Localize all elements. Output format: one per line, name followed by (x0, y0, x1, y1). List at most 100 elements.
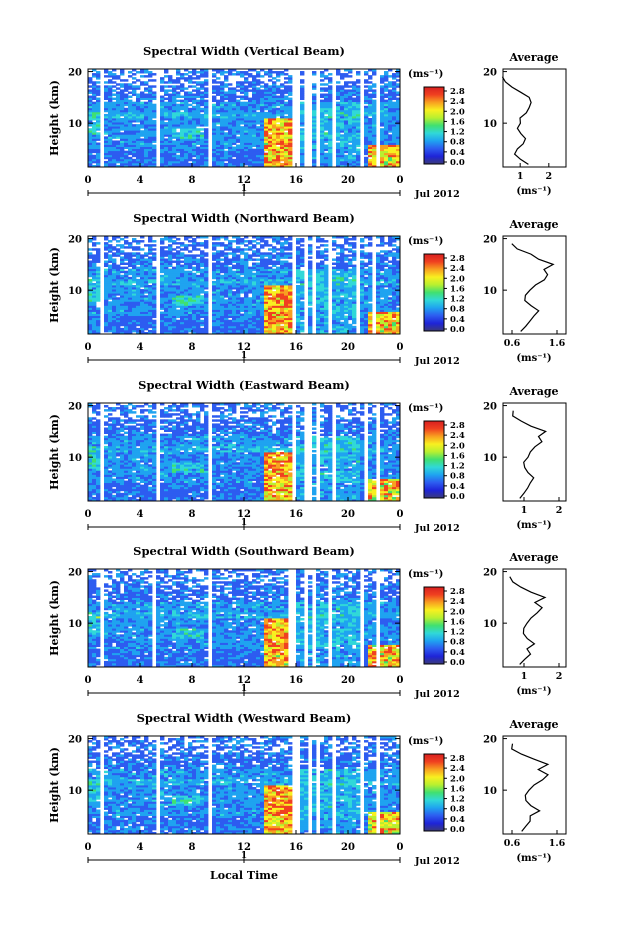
heatmap-cell (188, 91, 193, 94)
heatmap-cell (224, 142, 229, 145)
heatmap-cell (204, 113, 209, 117)
heatmap-cell (96, 99, 101, 103)
heatmap-cell (348, 75, 353, 78)
heatmap-cell (168, 128, 173, 131)
heatmap-cell (216, 152, 221, 156)
heatmap-cell (216, 87, 221, 90)
heatmap-cell (184, 162, 189, 166)
heatmap-cell (132, 130, 137, 133)
heatmap-cell (160, 160, 165, 164)
heatmap-cell (104, 71, 109, 74)
heatmap-cell (236, 154, 241, 158)
heatmap-cell (180, 128, 185, 131)
heatmap-cell (148, 150, 153, 154)
heatmap-cell (144, 148, 149, 152)
heatmap-cell (284, 73, 289, 76)
heatmap-cell (244, 101, 249, 105)
heatmap-cell (212, 81, 217, 84)
heatmap-cell (212, 91, 217, 94)
heatmap-cell (92, 97, 97, 101)
heatmap-cell (164, 152, 169, 156)
heatmap-cell (184, 134, 189, 137)
heatmap-cell (176, 144, 181, 147)
heatmap-cell (184, 77, 189, 80)
heatmap-cell (196, 162, 201, 166)
heatmap-cell (212, 146, 217, 150)
heatmap-cell (108, 152, 113, 156)
heatmap-cell (256, 87, 261, 90)
heatmap-cell (244, 111, 249, 115)
heatmap-cell (104, 91, 109, 94)
heatmap-cell (192, 71, 197, 74)
heatmap-cell (184, 158, 189, 162)
heatmap-cell (176, 238, 181, 241)
heatmap-cell (152, 97, 157, 101)
heatmap-cell (220, 258, 225, 261)
heatmap-cell (188, 79, 193, 82)
heatmap-cell (124, 126, 129, 129)
heatmap-cell (140, 154, 145, 158)
heatmap-cell (188, 77, 193, 80)
heatmap-cell (232, 91, 237, 94)
heatmap-cell (224, 93, 229, 96)
heatmap-cell (96, 107, 101, 111)
heatmap-cell (232, 95, 237, 98)
heatmap-cell (192, 152, 197, 156)
heatmap-cell (136, 134, 141, 137)
heatmap-cell (184, 115, 189, 119)
heatmap-cell (204, 150, 209, 154)
heatmap-cell (136, 113, 141, 117)
heatmap-cell (148, 97, 153, 101)
heatmap-cell (176, 107, 181, 111)
heatmap-cell (276, 146, 281, 150)
heatmap-cell (116, 150, 121, 154)
heatmap-cell (220, 73, 225, 76)
heatmap-cell (96, 266, 101, 270)
heatmap-cell (232, 270, 237, 274)
heatmap-cell (172, 128, 177, 131)
heatmap-cell (116, 240, 121, 243)
heatmap-cell (232, 101, 237, 105)
heatmap-cell (132, 144, 137, 147)
heatmap-cell (128, 156, 133, 160)
heatmap-cell (240, 85, 245, 88)
heatmap-cell (204, 124, 209, 127)
heatmap-cell (180, 101, 185, 105)
heatmap-cell (224, 128, 229, 131)
heatmap-cell (168, 93, 173, 96)
heatmap-cell (244, 122, 249, 125)
heatmap-cell (124, 154, 129, 158)
heatmap-cell (216, 69, 221, 72)
heatmap-cell (268, 266, 273, 270)
heatmap-cell (116, 132, 121, 135)
heatmap-cell (180, 77, 185, 80)
heatmap-cell (96, 103, 101, 107)
heatmap-cell (116, 120, 121, 123)
heatmap-cell (268, 134, 273, 137)
heatmap-cell (152, 266, 157, 270)
heatmap-cell (204, 160, 209, 164)
heatmap-cell (144, 83, 149, 86)
heatmap-cell (120, 91, 125, 94)
heatmap-cell (200, 101, 205, 105)
heatmap-cell (228, 152, 233, 156)
heatmap-cell (92, 136, 97, 139)
heatmap-cell (120, 71, 125, 74)
heatmap-cell (204, 75, 209, 78)
heatmap-cell (164, 122, 169, 125)
heatmap-cell (88, 248, 93, 251)
heatmap-cell (160, 246, 165, 249)
heatmap-cell (164, 130, 169, 133)
heatmap-cell (148, 85, 153, 88)
heatmap-cell (148, 162, 153, 166)
heatmap-cell (228, 138, 233, 141)
heatmap-cell (176, 319, 181, 323)
heatmap-cell (380, 85, 385, 88)
heatmap-cell (176, 93, 181, 96)
heatmap-cell (196, 146, 201, 150)
heatmap-cell (96, 93, 101, 96)
heatmap-cell (204, 162, 209, 166)
heatmap-cell (164, 156, 169, 160)
heatmap-cell (192, 142, 197, 145)
heatmap-cell (232, 111, 237, 115)
